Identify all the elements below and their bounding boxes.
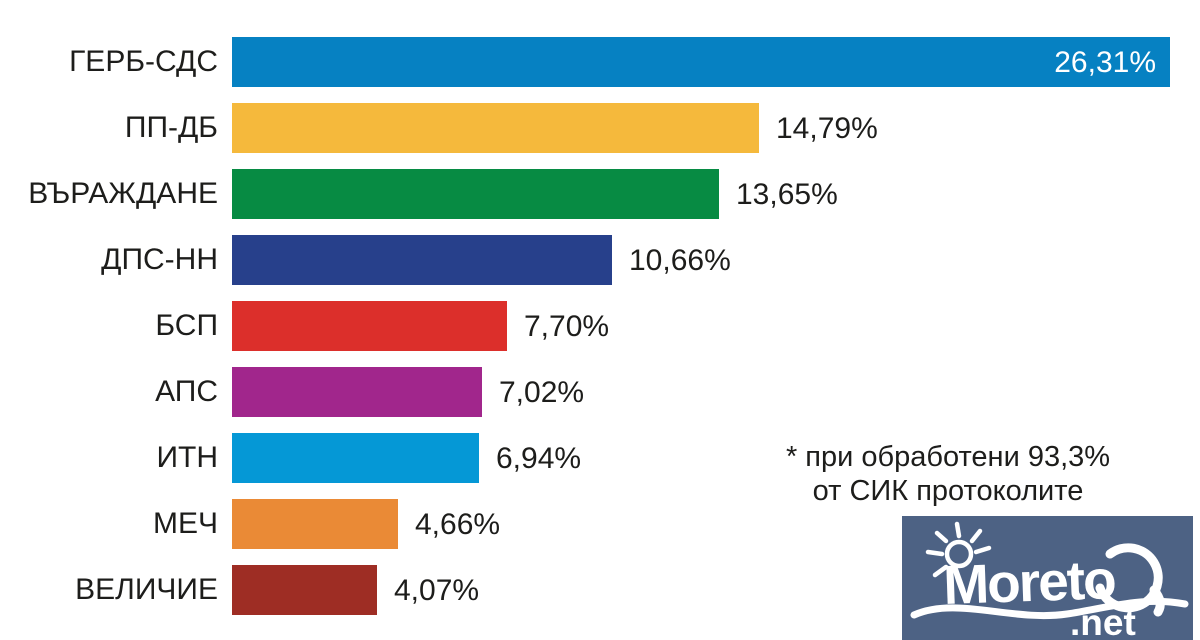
party-label: АПС <box>155 375 218 408</box>
bar-row: ГЕРБ-СДС 26,31% <box>0 37 1200 87</box>
party-label: ВЕЛИЧИЕ <box>75 573 218 606</box>
logo-tld-text: .net <box>1070 602 1136 640</box>
party-label: МЕЧ <box>153 507 218 540</box>
logo-background <box>902 516 1193 640</box>
value-label: 26,31% <box>1054 46 1156 79</box>
bar-row: БСП 7,70% <box>0 301 1200 351</box>
value-label: 4,66% <box>415 508 501 541</box>
party-label: ГЕРБ-СДС <box>69 45 218 78</box>
party-label: ВЪРАЖДАНЕ <box>28 177 218 210</box>
processing-note-line2: от СИК протоколите <box>812 475 1084 507</box>
value-label: 14,79% <box>776 112 878 145</box>
value-label: 13,65% <box>736 178 838 211</box>
bar-row: ИТН 6,94% <box>0 433 1200 483</box>
processing-note-line1: * при обработени 93,3% <box>785 441 1111 473</box>
processing-note: * при обработени 93,3% от СИК протоколит… <box>748 440 1148 508</box>
bar-row: МЕЧ 4,66% <box>0 499 1200 549</box>
bar <box>232 301 507 351</box>
bar-row: ВЪРАЖДАНЕ 13,65% <box>0 169 1200 219</box>
bar-row: ПП-ДБ 14,79% <box>0 103 1200 153</box>
value-label: 6,94% <box>496 442 582 475</box>
party-label: ПП-ДБ <box>124 111 218 144</box>
party-label: ИТН <box>156 441 218 474</box>
moreto-logo: Moreto .net <box>902 516 1193 640</box>
bar <box>232 499 398 549</box>
bar-row: ВЕЛИЧИЕ 4,07% <box>0 565 1200 615</box>
bar-row: АПС 7,02% <box>0 367 1200 417</box>
value-label: 10,66% <box>629 244 731 277</box>
bar <box>232 169 719 219</box>
value-label: 7,70% <box>524 310 610 343</box>
value-label: 7,02% <box>499 376 585 409</box>
bar <box>232 433 479 483</box>
bar <box>232 37 1170 87</box>
party-label: БСП <box>155 309 218 342</box>
sun-icon <box>925 521 992 578</box>
logo-wave <box>910 597 1189 620</box>
bar <box>232 103 759 153</box>
value-label: 4,07% <box>394 574 480 607</box>
bar <box>232 367 482 417</box>
bar-row: ДПС-НН 10,66% <box>0 235 1200 285</box>
bar <box>232 235 612 285</box>
logo-brand-text: Moreto <box>942 548 1116 616</box>
bar <box>232 565 377 615</box>
party-label: ДПС-НН <box>101 243 218 276</box>
